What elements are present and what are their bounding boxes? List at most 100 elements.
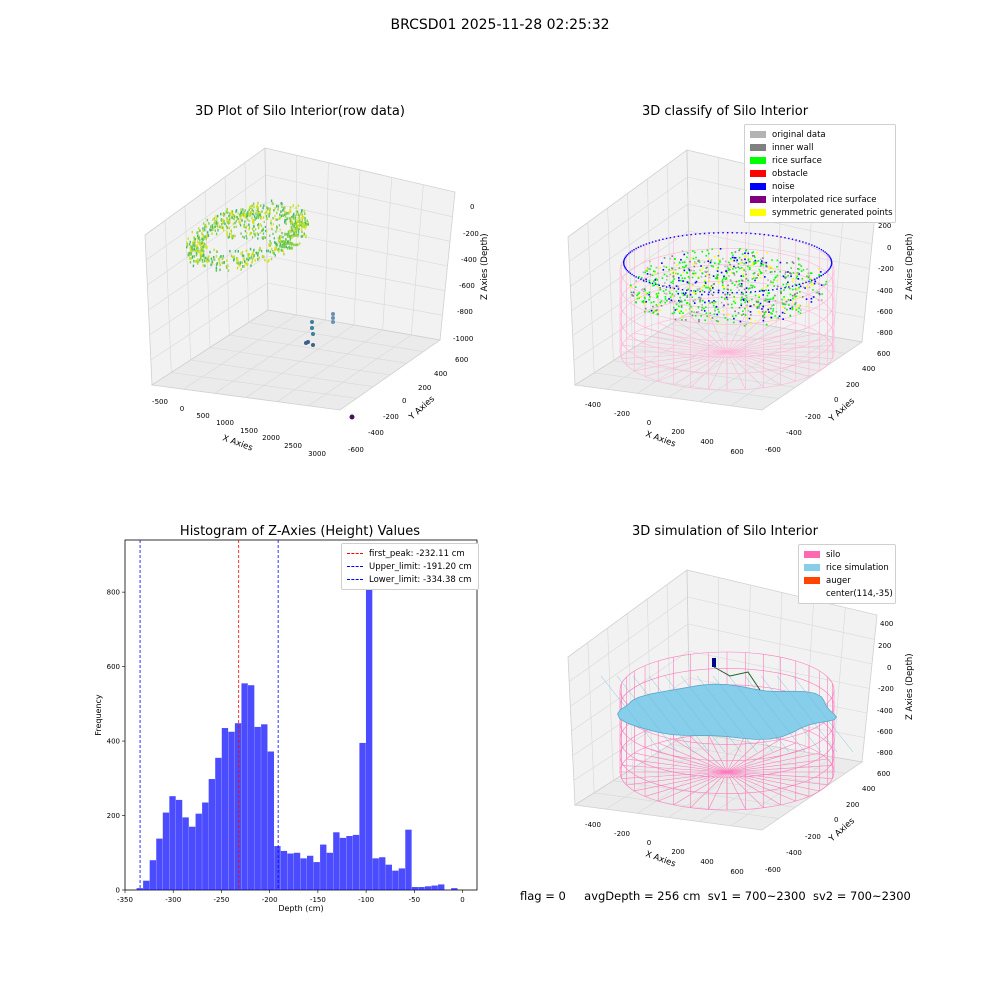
cloud-point: [287, 234, 290, 238]
classified-point: [797, 257, 800, 260]
classified-point: [791, 307, 794, 309]
cloud-point: [186, 245, 188, 249]
cloud-point: [245, 235, 247, 238]
cloud-point: [208, 222, 210, 225]
classified-point: [688, 269, 691, 271]
classified-point: [694, 291, 696, 293]
classified-point: [828, 268, 830, 271]
cloud-point: [301, 209, 303, 212]
cloud-point: [198, 242, 201, 246]
cloud-point: [206, 246, 208, 249]
cloud-point: [294, 220, 297, 223]
classified-point: [695, 311, 698, 314]
cloud-point: [240, 212, 242, 215]
cloud-point: [295, 226, 298, 229]
classified-point: [768, 292, 771, 294]
cloud-point: [264, 258, 266, 262]
classified-point: [659, 267, 661, 269]
cloud-point: [221, 261, 224, 265]
x-tick-label: 0: [460, 896, 464, 904]
cloud-point: [246, 218, 249, 221]
classified-point: [733, 256, 736, 259]
cloud-point: [272, 223, 275, 226]
classified-point: [792, 308, 795, 310]
cloud-point: [249, 231, 252, 235]
cloud-point: [258, 225, 260, 228]
classified-point: [800, 309, 802, 311]
y-tick-label: -400: [786, 849, 802, 857]
classified-point: [712, 275, 715, 277]
classified-point: [744, 301, 746, 303]
classified-point: [709, 312, 712, 315]
classified-point: [712, 301, 715, 304]
cloud-point: [227, 211, 229, 214]
classified-point: [658, 284, 660, 286]
cloud-point: [290, 219, 293, 223]
cloud-point: [240, 268, 242, 271]
classified-point: [647, 268, 650, 270]
classified-point: [693, 269, 695, 272]
y-axis-label: Frequency: [94, 694, 103, 736]
cloud-point: [288, 245, 290, 249]
silo-spoke: [726, 327, 810, 353]
histogram-bar: [202, 802, 209, 890]
cloud-point: [216, 250, 218, 254]
cloud-point: [305, 234, 307, 238]
classified-point: [682, 294, 685, 296]
cloud-point: [227, 236, 229, 239]
classified-point: [708, 291, 710, 293]
cloud-point: [284, 233, 286, 236]
classified-point: [634, 286, 637, 288]
classified-point: [688, 307, 691, 310]
classified-point: [730, 289, 732, 291]
classified-point: [695, 280, 698, 283]
classified-point: [663, 285, 666, 287]
cloud-point: [278, 235, 281, 238]
classified-point: [655, 283, 657, 286]
classified-point: [770, 271, 773, 273]
silo-spoke: [726, 765, 833, 773]
classified-point: [767, 289, 770, 291]
classified-point: [738, 280, 740, 282]
classified-point: [694, 233, 697, 235]
cloud-point: [246, 215, 248, 218]
z-tick-label: -400: [461, 256, 477, 264]
cloud-point: [275, 230, 277, 233]
cloud-point: [211, 232, 213, 235]
classified-point: [760, 260, 763, 262]
classified-point: [681, 250, 684, 252]
classified-point: [795, 273, 798, 275]
cloud-point: [281, 232, 283, 235]
classified-point: [663, 292, 666, 295]
classified-point: [754, 294, 757, 297]
cloud-point: [280, 235, 282, 238]
classified-point: [727, 267, 730, 270]
classified-point: [743, 269, 745, 272]
cloud-point: [202, 250, 205, 253]
histogram-bar: [431, 885, 438, 890]
classified-point: [686, 296, 689, 298]
silo-spoke: [726, 742, 796, 773]
classified-point: [693, 302, 696, 304]
cloud-point: [201, 254, 203, 258]
classified-point: [729, 263, 731, 266]
classified-point: [678, 277, 680, 279]
classified-point: [807, 276, 810, 279]
classified-point: [689, 313, 691, 315]
classified-point: [657, 283, 659, 286]
cloud-point: [211, 225, 214, 229]
cloud-point: [262, 216, 265, 219]
cloud-point: [223, 222, 225, 225]
cloud-point: [255, 212, 257, 215]
classified-point: [713, 283, 715, 285]
z-tick-label: -400: [877, 287, 893, 295]
cloud-point: [223, 261, 225, 265]
cloud-point: [301, 221, 303, 224]
cloud-point: [284, 210, 286, 214]
classified-point: [744, 258, 746, 261]
classified-point: [653, 309, 656, 312]
cloud-point: [280, 240, 283, 243]
classified-point: [798, 295, 801, 298]
cloud-point: [280, 210, 282, 214]
cloud-point: [191, 255, 194, 259]
